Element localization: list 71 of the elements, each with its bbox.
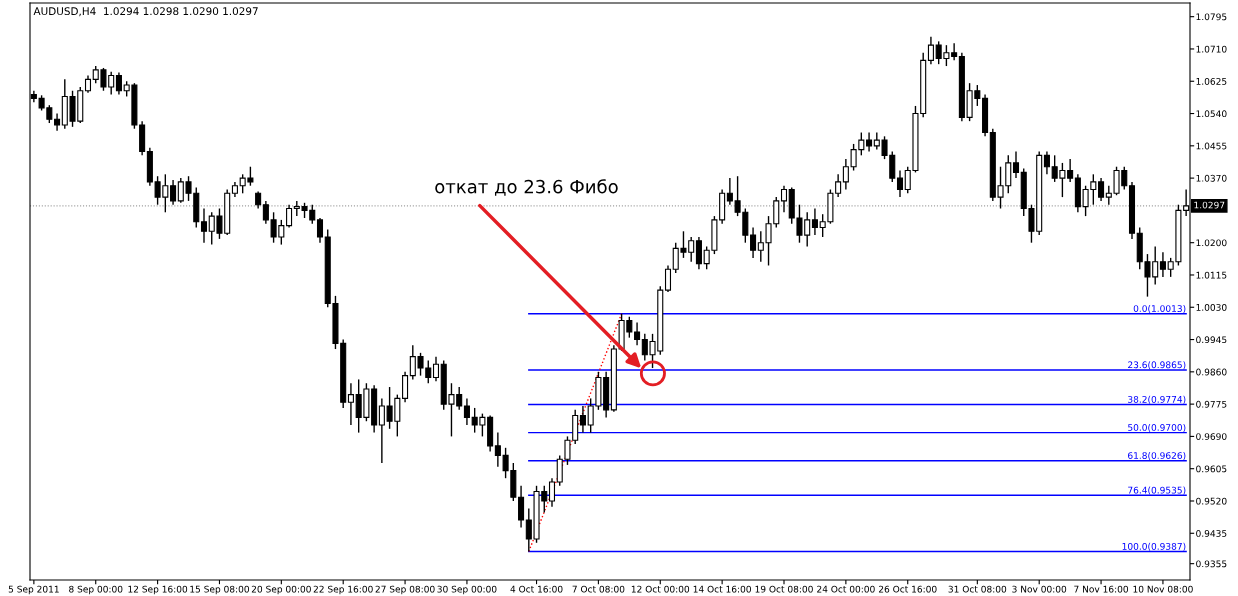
- x-tick-label: 26 Oct 16:00: [878, 585, 937, 593]
- x-tick-label: 30 Sep 00:00: [437, 585, 497, 595]
- y-tick-label: 0.9860: [1196, 368, 1227, 376]
- x-tick-label: 12 Sep 16:00: [128, 585, 188, 595]
- y-tick-label: 1.0455: [1196, 142, 1227, 150]
- x-tick-label: 8 Sep 00:00: [69, 585, 123, 595]
- x-tick-label: 10 Nov 08:00: [1133, 585, 1193, 593]
- x-tick-label: 14 Oct 16:00: [693, 585, 751, 593]
- y-tick-label: 0.9945: [1196, 336, 1227, 344]
- candlestick: [695, 236, 702, 270]
- candlestick: [579, 405, 586, 434]
- candlestick: [866, 131, 873, 153]
- y-tick-label: 0.9520: [1196, 497, 1227, 505]
- candlestick: [1098, 177, 1105, 202]
- y-tick-label: 0.9435: [1196, 530, 1227, 537]
- series-label: 50.0(0.9700): [1128, 423, 1186, 432]
- x-tick-label: 22 Sep 16:00: [313, 585, 373, 595]
- y-tick-label: 0.9355: [1196, 560, 1227, 568]
- y-tick-label: 0.9690: [1196, 433, 1227, 440]
- candlestick: [463, 397, 470, 426]
- candlestick: [1012, 150, 1020, 179]
- x-tick-label: 31 Oct 08:00: [948, 585, 1007, 593]
- series-label: 76.4(0.9535): [1128, 486, 1186, 495]
- x-tick-label: 5 Sep 2011: [8, 585, 59, 595]
- candlestick: [402, 371, 409, 403]
- candlestick: [780, 185, 788, 213]
- y-tick-label: 0.9775: [1196, 400, 1227, 408]
- x-tick-label: 7 Nov 16:00: [1074, 585, 1129, 593]
- annotation: откат до 23.6 Фибо: [435, 179, 618, 196]
- candlestick: [927, 36, 934, 65]
- series-label: 61.8(0.9626): [1128, 452, 1186, 461]
- candlestick: [811, 207, 818, 236]
- candlestick: [518, 485, 525, 529]
- y-tick-label: 1.0030: [1196, 303, 1227, 311]
- candlestick: [664, 264, 672, 293]
- candlestick: [170, 179, 177, 206]
- chart-title: AUDUSD,H4 1.0294 1.0298 1.0290 1.0297: [33, 7, 258, 17]
- x-tick-label: 3 Nov 00:00: [1012, 585, 1067, 593]
- x-tick-label: 24 Oct 00:00: [817, 585, 875, 593]
- y-tick-label: 0.9605: [1196, 465, 1227, 473]
- x-tick-label: 4 Oct 16:00: [510, 585, 563, 593]
- y-tick-label: 1.0795: [1196, 13, 1227, 21]
- candlestick: [1159, 251, 1166, 278]
- x-tick-label: 12 Oct 00:00: [631, 585, 690, 593]
- candlestick: [286, 204, 293, 229]
- y-tick-label: 1.0540: [1196, 110, 1227, 118]
- y-tick-label: 1.0625: [1196, 77, 1227, 85]
- candlestick: [316, 217, 324, 244]
- x-tick-label: 7 Oct 08:00: [572, 585, 625, 593]
- x-tick-label: 15 Sep 08:00: [190, 585, 249, 595]
- series-label: 0.0(1.0013): [1133, 304, 1186, 314]
- x-tick-label: 20 Sep 00:00: [251, 585, 311, 595]
- ref-line-label: 1.0297: [1194, 201, 1225, 209]
- candlestick: [115, 71, 122, 96]
- y-tick-label: 1.0370: [1196, 174, 1227, 182]
- y-tick-label: 1.0710: [1196, 45, 1227, 53]
- y-tick-label: 1.0200: [1196, 239, 1227, 247]
- series-label: 23.6(0.9865): [1128, 361, 1186, 370]
- candlestick: [548, 477, 556, 508]
- series-label: 100.0(0.9387): [1122, 542, 1186, 551]
- x-tick-label: 19 Oct 08:00: [755, 585, 813, 593]
- candlestick: [896, 169, 904, 198]
- x-tick-label: 27 Sep 08:00: [375, 585, 435, 595]
- series-label: 38.2(0.9774): [1128, 395, 1186, 404]
- candlestick: [634, 321, 641, 346]
- candlestick: [750, 226, 757, 259]
- candlestick: [200, 207, 208, 244]
- candlestick: [1043, 150, 1050, 176]
- candlestick: [347, 382, 354, 426]
- y-tick-label: 1.0115: [1196, 271, 1227, 279]
- candlestick: [432, 355, 440, 383]
